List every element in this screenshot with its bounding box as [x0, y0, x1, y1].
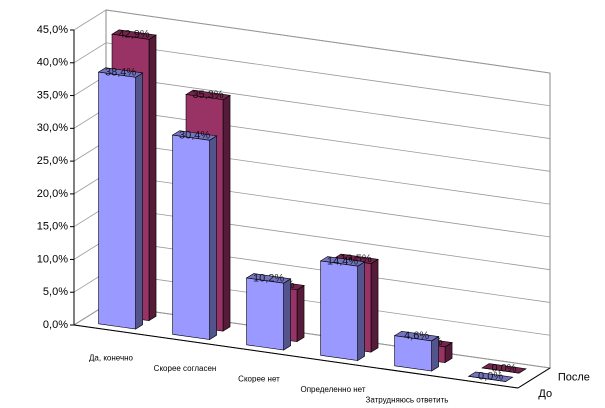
grid-line [73, 9, 551, 74]
bar-side [283, 278, 291, 351]
bar-side [357, 261, 365, 362]
bar-side [209, 135, 217, 341]
bar-side [431, 335, 439, 372]
y-tick-label: 25,0% [37, 155, 68, 167]
data-label: 0,0% [478, 371, 503, 383]
y-tick-label: 5,0% [43, 286, 68, 298]
grid-line [73, 42, 551, 107]
y-tick-label: 40,0% [37, 57, 68, 69]
data-label: 35,3% [192, 89, 223, 101]
x-axis [73, 324, 519, 389]
bar-side [370, 258, 379, 353]
bar-side [222, 94, 231, 332]
y-tick-label: 30,0% [37, 122, 68, 134]
data-label: 30,4% [179, 129, 210, 141]
bar [320, 260, 358, 361]
y-tick-label: 0,0% [43, 319, 68, 331]
y-tick-label: 10,0% [37, 253, 68, 265]
bar [98, 71, 136, 330]
y-tick-label: 20,0% [37, 188, 68, 200]
bar [481, 367, 520, 374]
bar [172, 134, 210, 340]
data-label: 0,0% [492, 362, 517, 374]
bar-side [296, 284, 305, 343]
y-tick-label: 15,0% [37, 221, 68, 233]
x-tick-label: Да, конечно [89, 353, 134, 362]
bar [394, 335, 432, 372]
x-tick-label: Затрудняюсь ответить [366, 395, 449, 404]
x-tick-label: Определенно нет [300, 385, 365, 394]
series-label: После [558, 372, 590, 384]
x-tick-label: Скорее нет [238, 374, 280, 383]
data-label: 10,2% [253, 272, 284, 284]
y-tick-label: 45,0% [37, 24, 68, 36]
x-tick-label: Скорее согласен [154, 364, 217, 373]
data-label: 38,4% [105, 66, 136, 78]
bar-side [135, 72, 143, 330]
bar-side [148, 34, 157, 322]
bar [246, 277, 284, 351]
data-label: 14,4% [327, 255, 358, 267]
depth-axis [517, 367, 551, 389]
series-label: До [538, 388, 552, 400]
y-tick-label: 35,0% [37, 89, 68, 101]
data-label: 4,6% [404, 330, 429, 342]
data-label: 42,9% [118, 29, 149, 41]
bar [468, 376, 506, 382]
